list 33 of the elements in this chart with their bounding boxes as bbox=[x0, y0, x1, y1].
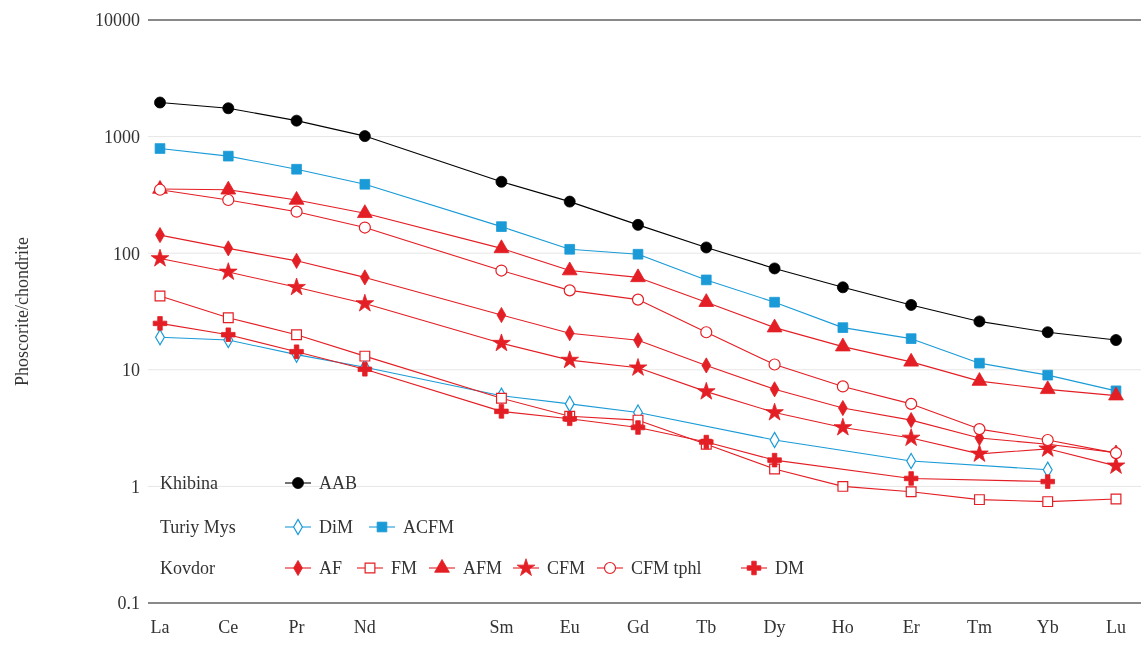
x-tick-label: Ce bbox=[218, 617, 239, 637]
x-tick-label: La bbox=[150, 617, 170, 637]
annotation: Kovdor bbox=[160, 558, 215, 579]
x-tick-label: Lu bbox=[1106, 617, 1126, 637]
y-axis-title: Phoscorite/chondrite bbox=[12, 237, 32, 386]
x-tick-label: Gd bbox=[627, 617, 649, 637]
x-tick-label: Yb bbox=[1036, 617, 1059, 637]
legend-label: AF bbox=[319, 558, 343, 579]
x-tick-label: Nd bbox=[353, 617, 376, 637]
y-tick-label: 1000 bbox=[104, 126, 140, 147]
x-tick-label: Ho bbox=[831, 617, 854, 637]
legend-label: AAB bbox=[319, 473, 358, 494]
y-tick-label: 0.1 bbox=[117, 593, 140, 614]
legend-label: ACFM bbox=[403, 517, 455, 538]
x-tick-label: Dy bbox=[763, 617, 786, 637]
x-tick-label: Er bbox=[902, 617, 920, 637]
y-tick-label: 10000 bbox=[95, 10, 140, 31]
annotation: Turiy Mys bbox=[160, 517, 236, 538]
x-tick-label: Tm bbox=[966, 617, 992, 637]
legend-label: FM bbox=[391, 558, 418, 579]
x-tick-label: Pr bbox=[288, 617, 305, 637]
x-tick-label: Tb bbox=[696, 617, 717, 637]
x-tick-label: Eu bbox=[559, 617, 580, 637]
y-tick-label: 10 bbox=[122, 360, 140, 381]
annotation: Khibina bbox=[160, 473, 218, 494]
legend-label: DiM bbox=[319, 517, 354, 538]
legend-label: CFM tphl bbox=[631, 558, 702, 579]
legend-label: DM bbox=[775, 558, 805, 579]
x-tick-label: Sm bbox=[489, 617, 514, 637]
y-tick-label: 100 bbox=[113, 243, 140, 264]
legend-label: AFM bbox=[463, 558, 503, 579]
legend-label: CFM bbox=[547, 558, 586, 579]
y-tick-label: 1 bbox=[131, 476, 140, 497]
